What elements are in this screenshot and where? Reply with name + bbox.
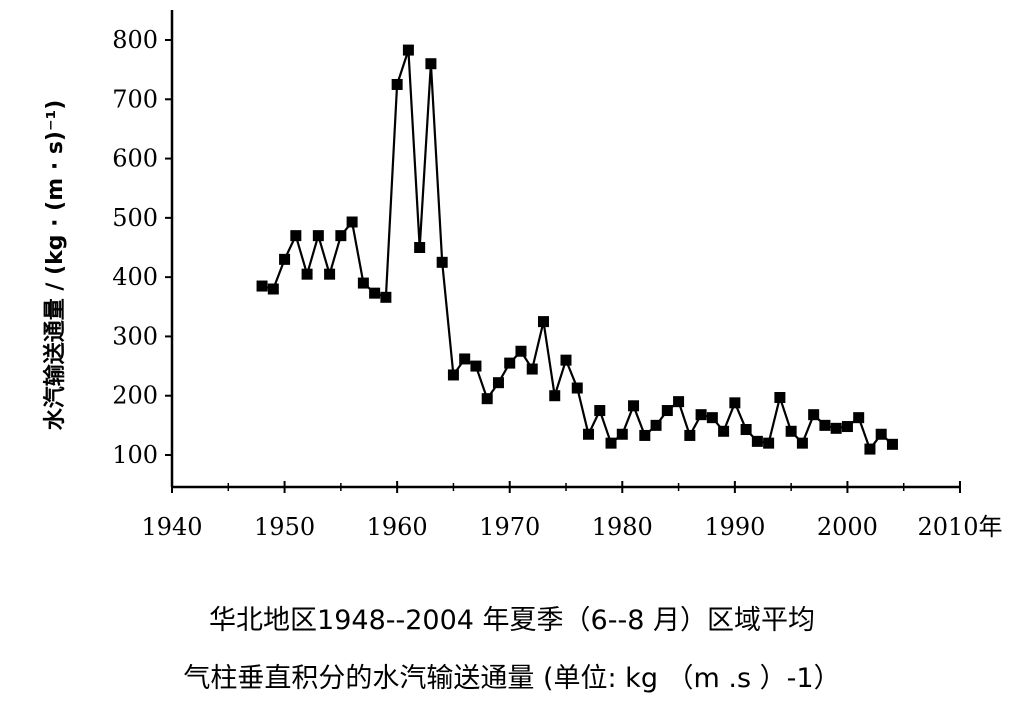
y-tick-label: 600 — [112, 145, 158, 173]
data-point-1997 — [808, 409, 820, 421]
x-tick-label: 1960 — [367, 513, 428, 541]
data-point-1980 — [616, 428, 628, 440]
data-point-1992 — [751, 435, 763, 447]
data-point-1976 — [571, 382, 583, 394]
x-tick-label: 1940 — [141, 513, 202, 541]
data-point-1961 — [402, 44, 414, 56]
data-point-1982 — [639, 429, 651, 441]
data-point-1964 — [436, 256, 448, 268]
y-tick-label: 300 — [112, 322, 158, 350]
data-point-1952 — [301, 268, 313, 280]
data-point-2002 — [864, 443, 876, 455]
x-tick-label: 1980 — [592, 513, 653, 541]
data-point-1950 — [279, 253, 291, 265]
data-point-1984 — [661, 405, 673, 417]
y-tick-label: 800 — [112, 26, 158, 54]
data-point-1994 — [774, 391, 786, 403]
data-point-2003 — [875, 428, 887, 440]
data-point-1987 — [695, 409, 707, 421]
data-point-1963 — [425, 58, 437, 70]
data-point-1948 — [256, 280, 268, 292]
data-point-2004 — [886, 438, 898, 450]
data-point-1970 — [504, 357, 516, 369]
data-point-1951 — [290, 230, 302, 242]
data-point-1973 — [537, 316, 549, 328]
data-point-1993 — [763, 437, 775, 449]
y-axis-ticks: 100 200 300 400 500 600 700 800 — [112, 26, 172, 469]
y-tick-label: 200 — [112, 382, 158, 410]
data-point-1956 — [346, 216, 358, 228]
data-point-1971 — [515, 345, 527, 357]
x-tick-label: 1990 — [704, 513, 765, 541]
y-axis-label: 水汽输送通量 / (kg · (m · s)⁻¹) — [42, 100, 68, 431]
data-point-1988 — [706, 412, 718, 424]
data-point-1967 — [470, 360, 482, 372]
x-tick-label: 2000 — [817, 513, 878, 541]
data-point-1966 — [459, 353, 471, 365]
caption-line-1: 华北地区1948--2004 年夏季（6--8 月）区域平均 — [209, 605, 815, 636]
data-point-1959 — [380, 291, 392, 303]
y-tick-label: 100 — [112, 441, 158, 469]
data-point-1981 — [628, 400, 640, 412]
y-tick-label: 500 — [112, 204, 158, 232]
data-point-1974 — [549, 390, 561, 402]
data-point-2000 — [841, 421, 853, 433]
chart: 1940 1950 1960 1970 1980 1990 2000 2010年 100 200… — [42, 10, 1003, 541]
data-point-1978 — [594, 405, 606, 417]
x-tick-label: 1950 — [254, 513, 315, 541]
data-point-1995 — [785, 425, 797, 437]
data-point-1991 — [740, 424, 752, 436]
data-series — [256, 44, 898, 455]
x-tick-label: 1970 — [479, 513, 540, 541]
data-point-1979 — [605, 437, 617, 449]
data-point-1949 — [267, 283, 279, 295]
data-point-1972 — [526, 363, 538, 375]
data-point-1960 — [391, 78, 403, 90]
data-point-1975 — [560, 354, 572, 366]
data-point-1953 — [312, 230, 324, 242]
data-point-1989 — [718, 425, 730, 437]
data-point-1968 — [481, 393, 493, 405]
data-point-2001 — [853, 412, 865, 424]
data-point-1977 — [583, 428, 595, 440]
data-point-1965 — [447, 369, 459, 381]
x-tick-label: 2010年 — [917, 513, 1002, 541]
data-point-1985 — [673, 396, 685, 408]
data-point-1958 — [369, 287, 381, 299]
data-point-1962 — [414, 242, 426, 253]
data-point-1986 — [684, 429, 696, 441]
data-point-1998 — [819, 419, 831, 431]
y-tick-label: 700 — [112, 85, 158, 113]
data-point-1996 — [796, 437, 808, 449]
data-point-1954 — [324, 268, 336, 280]
data-point-1969 — [492, 377, 504, 389]
y-tick-label: 400 — [112, 263, 158, 291]
caption-line-2: 气柱垂直积分的水汽输送通量 (单位: kg （m .s ）-1） — [183, 663, 841, 694]
x-axis-ticks: 1940 1950 1960 1970 1980 1990 2000 2010年 — [141, 481, 1003, 541]
data-point-1957 — [357, 277, 369, 289]
data-point-1990 — [729, 397, 741, 409]
data-point-1983 — [650, 419, 662, 431]
data-point-1955 — [335, 230, 347, 242]
data-point-1999 — [830, 422, 842, 434]
